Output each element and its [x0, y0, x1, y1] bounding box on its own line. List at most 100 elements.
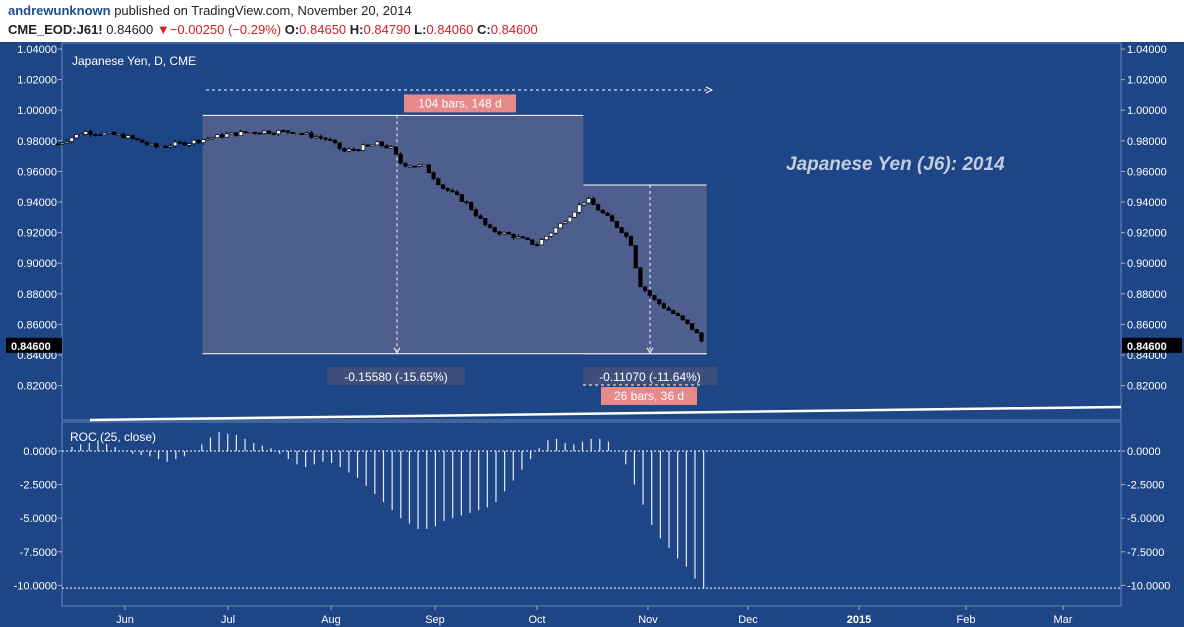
candle-body: [563, 221, 568, 224]
close-label: C:: [477, 22, 491, 37]
time-range-arrow-icon: [705, 86, 714, 94]
candle-body: [309, 132, 314, 138]
candle-body: [276, 130, 281, 135]
symbol-label[interactable]: CME_EOD:J61!: [8, 22, 103, 37]
candle-body: [694, 329, 699, 334]
candle-body: [403, 162, 408, 167]
last-price: 0.84600: [106, 22, 154, 37]
last-price-label: 0.84600: [1127, 341, 1167, 353]
y-tick-label-right: 0.96000: [1127, 166, 1167, 178]
candle-body: [407, 165, 413, 168]
candle-body: [379, 141, 385, 147]
candle-body: [140, 139, 145, 143]
y-tick-label-right: 0.88000: [1127, 289, 1167, 301]
x-tick-label: Oct: [528, 614, 545, 626]
candle-body: [647, 290, 652, 296]
candle-body: [111, 131, 117, 136]
chart-title-annotation: Japanese Yen (J6): 2014: [786, 154, 1005, 175]
candle-body: [342, 148, 347, 152]
price-pane-frame: [61, 42, 1122, 421]
candle-body: [666, 307, 671, 311]
candle-body: [285, 130, 291, 133]
candle-body: [346, 148, 352, 152]
candle-body: [121, 133, 126, 139]
y-tick-label-right: 0.84000: [1127, 350, 1167, 362]
range-overlays: 104 bars, 148 d -0.15580 (-15.65%) 26 bars…: [202, 86, 717, 405]
candle-body: [553, 227, 558, 234]
candle-body: [534, 244, 540, 247]
y-tick-label-left: 0.82000: [17, 381, 57, 393]
roc-tick-label-left: -7.5000: [20, 547, 57, 559]
published-text: published on TradingView.com, November 2…: [114, 3, 412, 18]
candle-body: [144, 142, 150, 145]
candle-body: [539, 239, 544, 246]
candle-body: [163, 146, 168, 148]
y-tick-label-left: 1.04000: [17, 44, 57, 56]
candle-body: [295, 133, 300, 135]
candle-body: [610, 215, 615, 222]
y-tick-label-right: 0.82000: [1127, 381, 1167, 393]
range-arrow-icon: [646, 347, 654, 354]
roc-tick-label-right: -5.0000: [1127, 513, 1164, 525]
candle-body: [158, 146, 164, 148]
chart-frames: [61, 42, 1122, 607]
y-tick-label-right: 0.94000: [1127, 197, 1167, 209]
candle-body: [351, 148, 356, 151]
candle-body: [605, 212, 610, 217]
candle-body: [332, 139, 338, 143]
candle-body: [182, 142, 187, 146]
ohlc-line: CME_EOD:J61! 0.84600 ▼−0.00250 (−0.29%) …: [8, 22, 538, 37]
author-link[interactable]: andrewunknown: [8, 3, 111, 18]
x-tick-label: Jun: [116, 614, 134, 626]
y-tick-label-left: 0.90000: [17, 258, 57, 270]
last-price-label: 0.84600: [11, 341, 51, 353]
roc-tick-label-right: 0.0000: [1127, 446, 1161, 458]
candle-body: [469, 201, 474, 211]
candle-body: [290, 131, 295, 134]
trend-line[interactable]: [89, 405, 1122, 422]
x-tick-label: Feb: [957, 614, 976, 626]
range-change-badge: [327, 367, 465, 385]
candle-body: [328, 138, 333, 141]
range-change-label: -0.15580 (-15.65%): [344, 370, 447, 384]
candle-body: [436, 178, 441, 186]
candle-body: [671, 310, 676, 314]
candle-body: [313, 136, 319, 139]
y-tick-label-left: 0.84000: [17, 350, 57, 362]
candle-body: [323, 137, 328, 140]
range-bars-badge: [601, 387, 697, 405]
candle-body: [572, 211, 577, 218]
candle-body: [567, 216, 572, 223]
candle-body: [107, 131, 112, 134]
candle-body: [445, 187, 450, 191]
x-tick-label: Aug: [321, 614, 341, 626]
candle-body: [97, 134, 102, 137]
candle-body: [501, 232, 507, 235]
candle-body: [548, 232, 554, 237]
low-value: 0.84060: [426, 22, 474, 37]
candle-body: [506, 232, 511, 235]
candle-body: [520, 236, 525, 239]
candle-body: [586, 198, 591, 204]
y-tick-label-left: 0.98000: [17, 136, 57, 148]
chart-canvas[interactable]: Japanese Yen, D, CME ROC (25, close) Jap…: [0, 42, 1184, 627]
range-change-badge: [583, 367, 717, 385]
candle-body: [516, 236, 521, 239]
roc-tick-label-right: -7.5000: [1127, 547, 1164, 559]
candle-body: [304, 132, 309, 135]
candle-body: [116, 133, 121, 136]
candle-body: [337, 142, 342, 149]
candle-body: [454, 191, 460, 195]
candle-body: [281, 130, 286, 133]
candle-body: [642, 286, 648, 291]
y-tick-label-left: 0.96000: [17, 166, 57, 178]
roc-pane-title: ROC (25, close): [70, 430, 156, 444]
candle-body: [168, 145, 173, 148]
candle-body: [210, 137, 215, 140]
y-tick-label-left: 1.02000: [17, 75, 57, 87]
price-axes: 1.04000 1.04000 1.02000 1.02000 1.00000 1.000…: [6, 44, 1182, 393]
candle-body: [74, 134, 79, 139]
candle-body: [614, 220, 619, 228]
y-tick-label-right: 1.02000: [1127, 75, 1167, 87]
candle-body: [511, 233, 516, 238]
